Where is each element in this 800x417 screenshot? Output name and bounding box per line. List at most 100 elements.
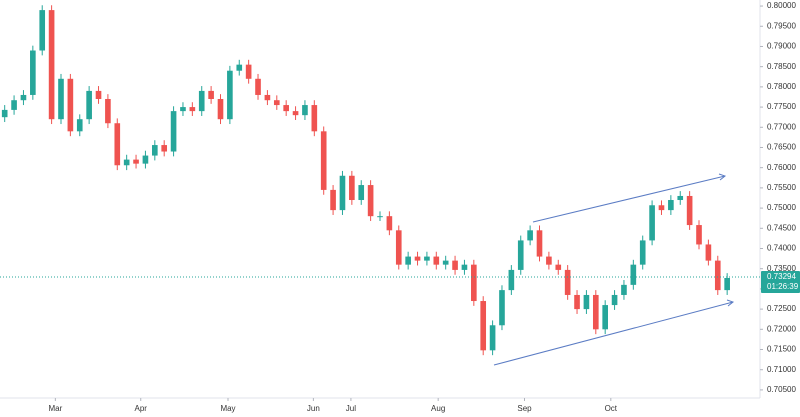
y-tick-label: 0.75000 [767, 203, 796, 212]
candle-body [405, 256, 411, 265]
x-tick-label: Jul [346, 404, 356, 413]
channel-lower [493, 301, 734, 366]
candle-body [630, 264, 637, 285]
candle-body [714, 260, 721, 291]
candle-body [358, 185, 365, 201]
y-tick-label: 0.75500 [767, 183, 796, 192]
candle-body [602, 305, 608, 330]
candle-body [48, 10, 55, 120]
y-tick-label: 0.70500 [767, 385, 796, 394]
y-tick-label: 0.76500 [767, 143, 796, 152]
candle-body [152, 145, 158, 156]
candle-body [208, 90, 214, 99]
candle-body [424, 256, 430, 261]
candle-body [255, 78, 261, 95]
candle-body [95, 90, 102, 99]
countdown: 01:26:39 [767, 282, 799, 291]
candle-body [395, 230, 402, 265]
candle-body [236, 64, 243, 71]
candle-body [105, 98, 111, 124]
candle-body [283, 105, 289, 112]
candle-body [555, 264, 562, 270]
candle-body [452, 260, 458, 270]
y-tick-label: 0.71000 [767, 365, 796, 374]
candle-body [11, 100, 17, 110]
y-tick-label: 0.77500 [767, 102, 796, 111]
last-price-box [761, 271, 800, 294]
candle-body [311, 105, 318, 132]
candle-body [264, 94, 271, 101]
candle-body [668, 200, 674, 211]
candle-body [39, 10, 46, 51]
candle-body [621, 284, 627, 295]
candle-body [1, 109, 8, 118]
candle-body [489, 325, 496, 351]
last-price-label: 0.73294 [767, 272, 796, 281]
candle-body [292, 111, 299, 116]
x-tick-label: Sep [517, 404, 532, 413]
candle-body [499, 290, 505, 326]
y-tick-label: 0.73500 [767, 264, 796, 273]
candle-body [189, 107, 196, 112]
candle-body [658, 205, 665, 211]
y-tick-label: 0.72500 [767, 304, 796, 313]
candle-body [114, 123, 121, 166]
candle-body [386, 216, 393, 231]
candle-body [611, 294, 618, 306]
candle-body [442, 260, 449, 265]
candle-body [330, 189, 336, 211]
y-tick-label: 0.76000 [767, 163, 796, 172]
x-tick-label: Jun [307, 404, 320, 413]
candle-body [133, 159, 139, 164]
candle-body [686, 195, 693, 226]
candle-body [527, 230, 533, 241]
y-tick-label: 0.78000 [767, 82, 796, 91]
candle-body [677, 195, 684, 201]
candle-body [508, 269, 515, 291]
candles [1, 5, 763, 401]
candle-body [30, 50, 36, 95]
x-tick-label: Aug [431, 404, 445, 413]
candle-body [639, 240, 646, 265]
y-tick-label: 0.79500 [767, 21, 796, 30]
candle-body [377, 216, 383, 218]
candle-body [471, 264, 477, 302]
candle-body [86, 90, 92, 120]
channel-lower-arrow [726, 299, 735, 307]
candle-body [198, 90, 205, 112]
candle-body [592, 294, 599, 330]
candle-body [123, 159, 130, 166]
candle-body [724, 277, 730, 291]
candle-body [161, 145, 168, 152]
candle-body [349, 175, 355, 201]
candle-body [696, 225, 702, 245]
y-tick-label: 0.79000 [767, 42, 796, 51]
candle-body [217, 98, 224, 120]
candle-body [302, 105, 308, 116]
candle-body [227, 70, 233, 120]
candle-body [339, 175, 346, 211]
candle-body [517, 240, 524, 270]
candle-body [649, 205, 655, 241]
candle-body [67, 78, 74, 132]
candle-body [461, 264, 468, 270]
candle-body [142, 155, 149, 164]
candle-body [574, 294, 580, 310]
y-tick-label: 0.77000 [767, 122, 796, 131]
x-tick-label: May [220, 404, 235, 413]
x-tick-label: Oct [605, 404, 618, 413]
candle-body [170, 111, 177, 152]
candle-body [480, 301, 487, 351]
candle-body [58, 78, 64, 120]
candle-body [414, 256, 421, 261]
channel-upper-arrow [718, 173, 727, 181]
candle-body [180, 107, 186, 112]
y-tick-label: 0.80000 [767, 1, 796, 10]
y-tick-label: 0.74500 [767, 223, 796, 232]
candle-body [273, 100, 280, 106]
y-tick-label: 0.72000 [767, 324, 796, 333]
candle-body [367, 185, 374, 217]
candle-body [320, 131, 327, 190]
y-tick-label: 0.74000 [767, 244, 796, 253]
x-tick-label: Apr [135, 404, 148, 413]
